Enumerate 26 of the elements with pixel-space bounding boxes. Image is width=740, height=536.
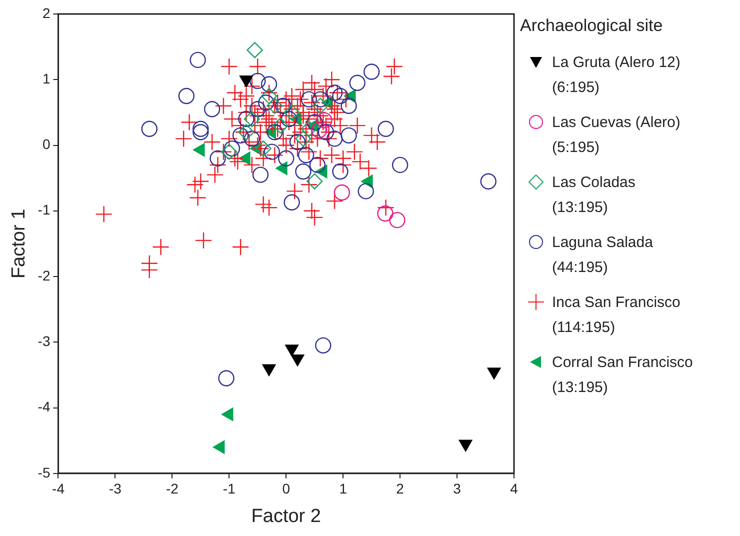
x-tick-label: 0 bbox=[282, 480, 290, 497]
y-tick-label: -4 bbox=[38, 398, 50, 415]
x-tick-label: 2 bbox=[396, 480, 404, 497]
legend-label: Inca San Francisco (114:195) bbox=[552, 293, 680, 338]
legend-label: Laguna Salada (44:195) bbox=[552, 233, 653, 278]
x-tick-label: 4 bbox=[510, 480, 518, 497]
x-tick-label: -3 bbox=[108, 480, 122, 497]
x-axis-title: Factor 2 bbox=[251, 506, 321, 527]
y-tick-label: -1 bbox=[38, 202, 50, 218]
legend-label: Las Coladas (13:195) bbox=[552, 173, 636, 218]
y-tick-label: 2 bbox=[42, 4, 50, 21]
legend-label: Corral San Francisco (13:195) bbox=[552, 353, 693, 398]
x-tick-label: -2 bbox=[166, 480, 179, 497]
y-tick-label: -2 bbox=[38, 267, 50, 284]
legend-label: La Gruta (Alero 12) (6:195) bbox=[552, 53, 680, 98]
x-tick-label: -4 bbox=[52, 480, 65, 497]
y-tick-label: 1 bbox=[42, 70, 50, 86]
legend-label: Las Cuevas (Alero) (5:195) bbox=[552, 113, 680, 158]
x-tick-label: 3 bbox=[453, 480, 462, 497]
y-axis-title: Factor 1 bbox=[8, 208, 30, 279]
x-tick-label: -1 bbox=[222, 480, 236, 497]
y-tick-label: 0 bbox=[42, 136, 50, 152]
x-tick-label: 1 bbox=[339, 480, 348, 497]
legend-title: Archaeological site bbox=[520, 16, 664, 36]
y-tick-label: -5 bbox=[38, 464, 50, 480]
y-tick-label: -3 bbox=[38, 333, 50, 349]
